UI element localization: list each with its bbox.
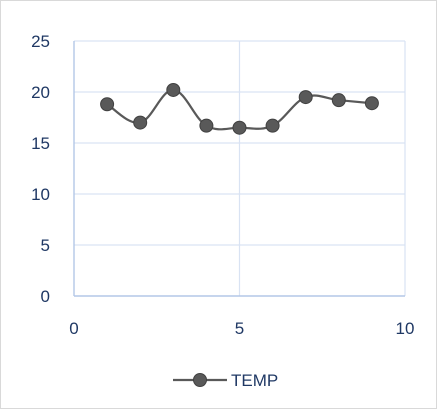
data-point <box>100 97 115 112</box>
y-tick-label: 25 <box>31 32 50 51</box>
grid-layer <box>74 40 406 296</box>
y-tick-label: 15 <box>31 134 50 153</box>
data-point <box>232 120 247 135</box>
legend: TEMP <box>173 371 278 390</box>
axis-layer: 0 5 10 15 20 25 0 5 10 <box>31 32 414 338</box>
y-tick-label: 5 <box>41 236 50 255</box>
data-point <box>199 118 214 133</box>
x-tick-label: 0 <box>69 319 78 338</box>
legend-marker <box>193 373 207 387</box>
y-tick-label: 20 <box>31 83 50 102</box>
series-layer <box>100 82 379 135</box>
y-tick-label: 10 <box>31 185 50 204</box>
data-point <box>331 93 346 108</box>
data-point <box>298 90 313 105</box>
y-tick-label: 0 <box>41 287 50 306</box>
data-point <box>166 82 181 97</box>
x-tick-label: 5 <box>235 319 244 338</box>
x-tick-label: 10 <box>396 319 415 338</box>
data-point <box>265 118 280 133</box>
data-point <box>364 96 379 111</box>
legend-label-temp: TEMP <box>231 371 278 390</box>
data-point <box>133 115 148 130</box>
